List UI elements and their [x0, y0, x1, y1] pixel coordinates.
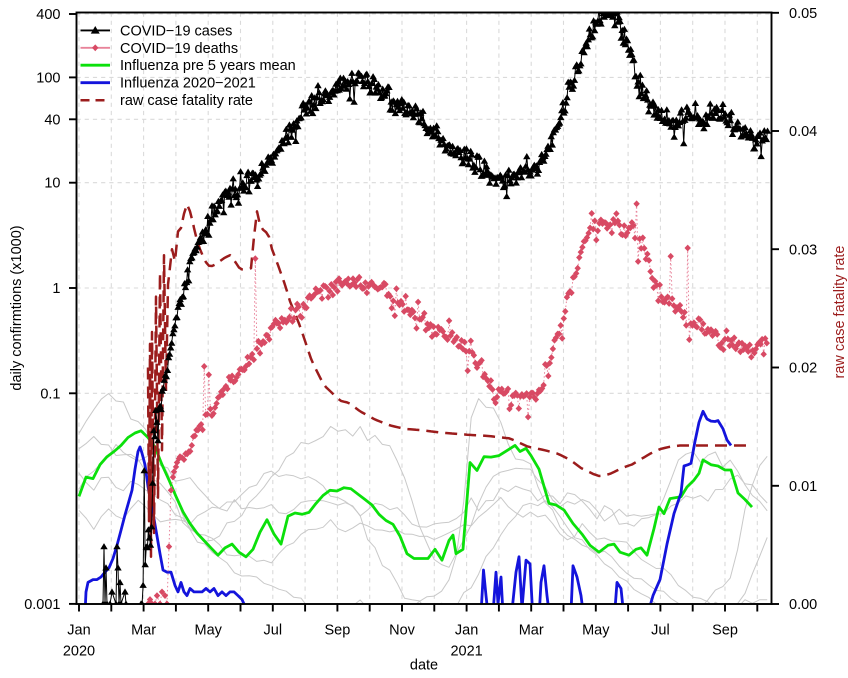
svg-text:1: 1 — [52, 281, 60, 297]
svg-text:Mar: Mar — [519, 623, 544, 639]
svg-text:Jul: Jul — [651, 623, 670, 639]
svg-text:date: date — [410, 658, 438, 674]
svg-text:0.04: 0.04 — [789, 124, 817, 140]
svg-text:100: 100 — [36, 70, 60, 86]
svg-text:May: May — [582, 623, 610, 639]
svg-text:May: May — [194, 623, 222, 639]
svg-text:0.05: 0.05 — [789, 6, 817, 22]
svg-text:0.001: 0.001 — [24, 597, 60, 613]
svg-text:Jan: Jan — [455, 623, 478, 639]
svg-text:2020: 2020 — [63, 644, 95, 660]
svg-text:COVID−19 deaths: COVID−19 deaths — [120, 41, 238, 57]
svg-text:Mar: Mar — [131, 623, 156, 639]
svg-text:Jan: Jan — [67, 623, 90, 639]
svg-text:0.02: 0.02 — [789, 361, 817, 377]
svg-text:400: 400 — [36, 7, 60, 23]
svg-text:0.03: 0.03 — [789, 242, 817, 258]
svg-text:40: 40 — [44, 112, 60, 128]
svg-text:0.00: 0.00 — [789, 597, 817, 613]
svg-text:daily confirmtions (x1000): daily confirmtions (x1000) — [9, 225, 25, 390]
svg-text:2021: 2021 — [450, 644, 482, 660]
svg-text:10: 10 — [44, 176, 60, 192]
svg-text:COVID−19 cases: COVID−19 cases — [120, 23, 232, 39]
svg-text:Nov: Nov — [389, 623, 416, 639]
svg-text:Jul: Jul — [264, 623, 283, 639]
svg-text:Sep: Sep — [712, 623, 738, 639]
svg-text:raw case fatality rate: raw case fatality rate — [832, 246, 848, 379]
svg-text:Sep: Sep — [324, 623, 350, 639]
svg-text:Influenza pre 5 years mean: Influenza pre 5 years mean — [120, 58, 296, 74]
svg-text:Influenza 2020−2021: Influenza 2020−2021 — [120, 76, 256, 92]
svg-text:0.01: 0.01 — [789, 479, 817, 495]
svg-text:raw case fatality rate: raw case fatality rate — [120, 93, 253, 109]
svg-text:0.1: 0.1 — [40, 386, 60, 402]
